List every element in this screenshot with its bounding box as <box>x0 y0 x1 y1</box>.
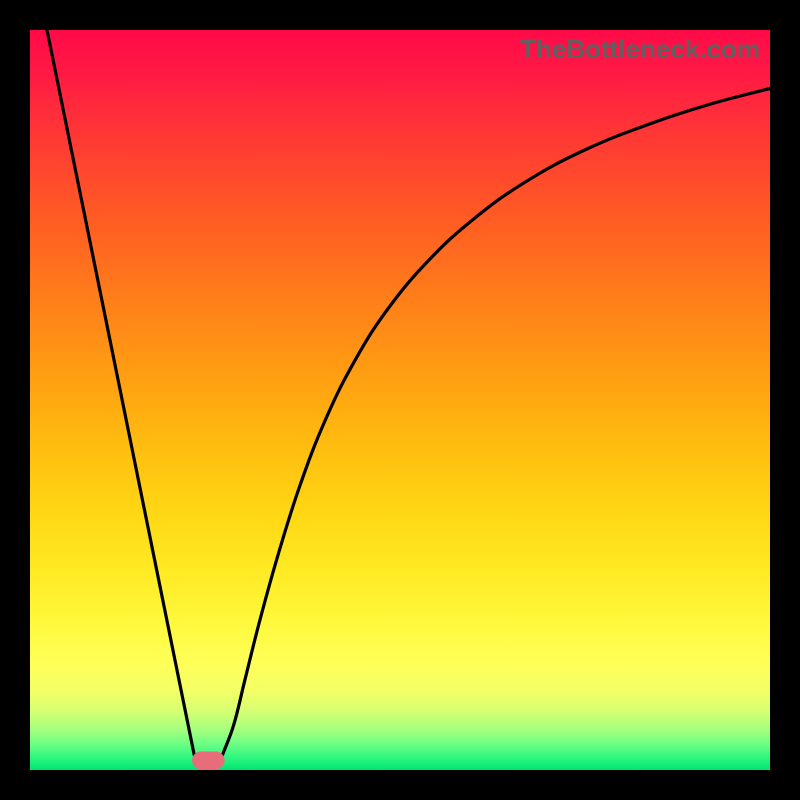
chart-frame: TheBottleneck.com <box>0 0 800 800</box>
gradient-background <box>30 30 770 770</box>
chart-svg <box>30 30 770 770</box>
plot-area <box>30 30 770 770</box>
optimal-point-marker <box>192 752 225 770</box>
